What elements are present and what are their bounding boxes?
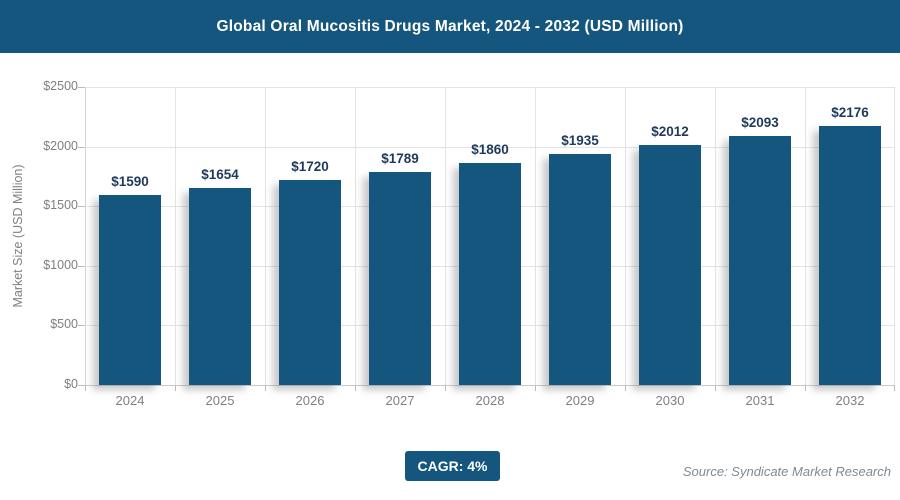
y-tick-mark — [78, 265, 85, 267]
x-tick-label-2031: 2031 — [745, 393, 775, 408]
y-tick-label: $1000 — [43, 257, 78, 272]
v-gridline — [175, 87, 176, 385]
bar-value-label-2029: $1935 — [561, 133, 599, 149]
v-gridline — [355, 87, 356, 385]
bar-2027 — [369, 171, 431, 385]
x-tick-label-2025: 2025 — [205, 393, 235, 408]
x-tick-mark — [85, 385, 86, 391]
x-axis-line — [85, 385, 895, 386]
x-tick-mark — [805, 385, 806, 391]
y-tick-label: $500 — [50, 317, 78, 332]
x-tick-label-2030: 2030 — [655, 393, 685, 408]
cagr-badge: CAGR: 4% — [405, 451, 500, 481]
v-gridline — [805, 87, 806, 385]
bar-column-2025: $1654 — [175, 87, 265, 385]
h-gridline — [85, 87, 895, 88]
x-tick-label-2028: 2028 — [475, 393, 505, 408]
bar-2025 — [189, 187, 251, 385]
y-axis-line — [85, 87, 86, 385]
bar-2029 — [549, 154, 611, 385]
v-gridline — [535, 87, 536, 385]
y-axis-title: Market Size (USD Million) — [11, 164, 25, 308]
x-tick-label-2027: 2027 — [385, 393, 415, 408]
x-tick-mark — [625, 385, 626, 391]
y-tick-label: $2500 — [43, 79, 78, 93]
v-gridline — [445, 87, 446, 385]
bar-column-2031: $2093 — [715, 87, 805, 385]
bar-column-2026: $1720 — [265, 87, 355, 385]
h-gridline — [85, 146, 895, 148]
x-tick-mark — [355, 385, 356, 391]
bar-column-2029: $1935 — [535, 87, 625, 385]
y-tick-mark — [78, 146, 85, 148]
bar-2032 — [819, 125, 881, 385]
y-tick-mark — [78, 325, 85, 327]
x-tick-label-2026: 2026 — [295, 393, 325, 408]
x-tick-label-2032: 2032 — [835, 393, 865, 408]
bar-2028 — [459, 163, 521, 385]
bar-column-2024: $1590 — [85, 87, 175, 385]
bar-column-2027: $1789 — [355, 87, 445, 385]
bar-2024 — [99, 195, 161, 385]
source-note: Source: Syndicate Market Research — [682, 464, 891, 479]
chart-header: Global Oral Mucositis Drugs Market, 2024… — [0, 0, 900, 53]
bar-column-2032: $2176 — [805, 87, 895, 385]
chart-title: Global Oral Mucositis Drugs Market, 2024… — [216, 17, 684, 35]
y-tick-mark — [78, 206, 85, 208]
x-tick-mark — [894, 385, 895, 391]
bar-value-label-2028: $1860 — [471, 142, 509, 158]
v-gridline — [625, 87, 626, 385]
y-tick-label: $0 — [64, 377, 78, 391]
y-tick-mark — [78, 87, 85, 88]
x-tick-label-2024: 2024 — [115, 393, 145, 408]
bar-column-2030: $2012 — [625, 87, 715, 385]
bar-2031 — [729, 135, 791, 385]
bar-value-label-2031: $2093 — [741, 114, 779, 130]
v-gridline — [265, 87, 266, 385]
y-tick-label: $1500 — [43, 198, 78, 213]
bar-value-label-2025: $1654 — [201, 166, 239, 182]
v-gridline — [715, 87, 716, 385]
bar-value-label-2032: $2176 — [831, 104, 869, 120]
bar-value-label-2024: $1590 — [111, 174, 149, 190]
y-tick-mark — [78, 385, 85, 386]
bar-value-label-2026: $1720 — [291, 158, 329, 174]
bar-2026 — [279, 179, 341, 385]
x-tick-mark — [175, 385, 176, 391]
bar-2030 — [639, 145, 701, 385]
bar-value-label-2027: $1789 — [381, 150, 419, 166]
y-tick-label: $2000 — [43, 138, 78, 153]
x-tick-mark — [265, 385, 266, 391]
x-tick-label-2029: 2029 — [565, 393, 595, 408]
v-gridline — [894, 87, 895, 385]
plot-area: $1590 $1654 $1720 $1789 $1860 $1935 $2012 $2093… — [85, 87, 895, 391]
x-tick-mark — [715, 385, 716, 391]
bar-column-2028: $1860 — [445, 87, 535, 385]
bar-value-label-2030: $2012 — [651, 124, 689, 140]
x-tick-mark — [535, 385, 536, 391]
x-tick-mark — [445, 385, 446, 391]
cagr-label: CAGR: 4% — [417, 458, 488, 474]
